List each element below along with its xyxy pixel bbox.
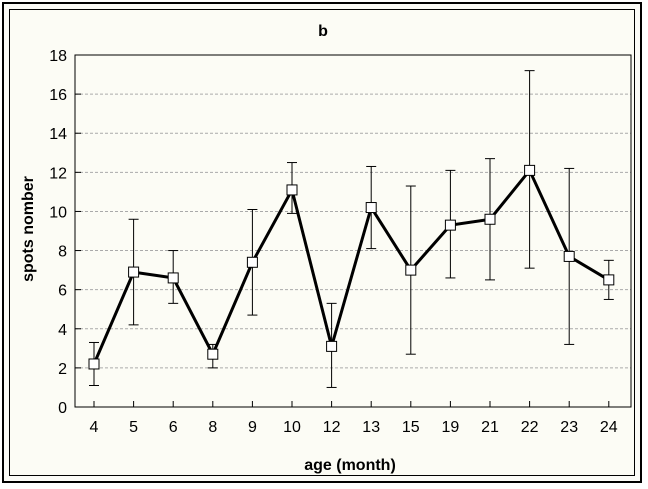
y-tick-label: 0: [58, 400, 67, 417]
y-tick-label: 18: [49, 48, 67, 65]
data-point: [207, 348, 219, 360]
data-point: [128, 266, 140, 278]
y-tick-label: 2: [58, 361, 67, 378]
data-point: [563, 250, 575, 262]
data-markers: [88, 164, 615, 370]
x-tick-label: 19: [442, 419, 460, 436]
x-tick-label: 10: [283, 419, 301, 436]
x-tick-label: 13: [362, 419, 380, 436]
data-point: [524, 164, 536, 176]
series-line: [92, 167, 610, 365]
chart-title: b: [318, 23, 328, 40]
y-tick-label: 12: [49, 165, 67, 182]
x-tick-label: 4: [90, 419, 99, 436]
x-tick-label: 24: [600, 419, 618, 436]
data-point: [365, 202, 377, 214]
plot-area: [74, 54, 632, 408]
data-point: [246, 256, 258, 268]
data-point: [167, 272, 179, 284]
x-tick-label: 15: [402, 419, 420, 436]
data-point: [444, 219, 456, 231]
x-tick-label: 5: [129, 419, 138, 436]
y-tick-label: 8: [58, 244, 67, 261]
x-axis-label: age (month): [304, 457, 396, 474]
data-point: [405, 264, 417, 276]
x-tick-label: 21: [481, 419, 499, 436]
data-point: [603, 274, 615, 286]
x-tick-label: 6: [169, 419, 178, 436]
data-point: [326, 340, 338, 352]
x-axis: 4 5 6 8 9 10 12 13 15 19 21 22 23 24: [90, 401, 618, 436]
x-tick-label: 9: [248, 419, 257, 436]
x-tick-label: 23: [560, 419, 578, 436]
data-point: [286, 184, 298, 196]
y-tick-label: 6: [58, 283, 67, 300]
y-tick-label: 16: [49, 87, 67, 104]
y-axis-label: spots nomber: [20, 176, 37, 282]
data-point: [484, 213, 496, 225]
x-tick-label: 12: [323, 419, 341, 436]
y-axis: 0 2 4 6 8 10 12 14 16 18: [49, 48, 81, 417]
error-bars: [89, 70, 614, 388]
gridlines: [75, 93, 631, 369]
x-tick-label: 8: [208, 419, 217, 436]
chart-frame: [2, 2, 642, 483]
x-tick-label: 22: [521, 419, 539, 436]
y-tick-label: 14: [49, 126, 67, 143]
y-tick-label: 10: [49, 204, 67, 221]
y-tick-label: 4: [58, 322, 67, 339]
chart-inner-border: [9, 9, 635, 476]
data-point: [88, 358, 100, 370]
